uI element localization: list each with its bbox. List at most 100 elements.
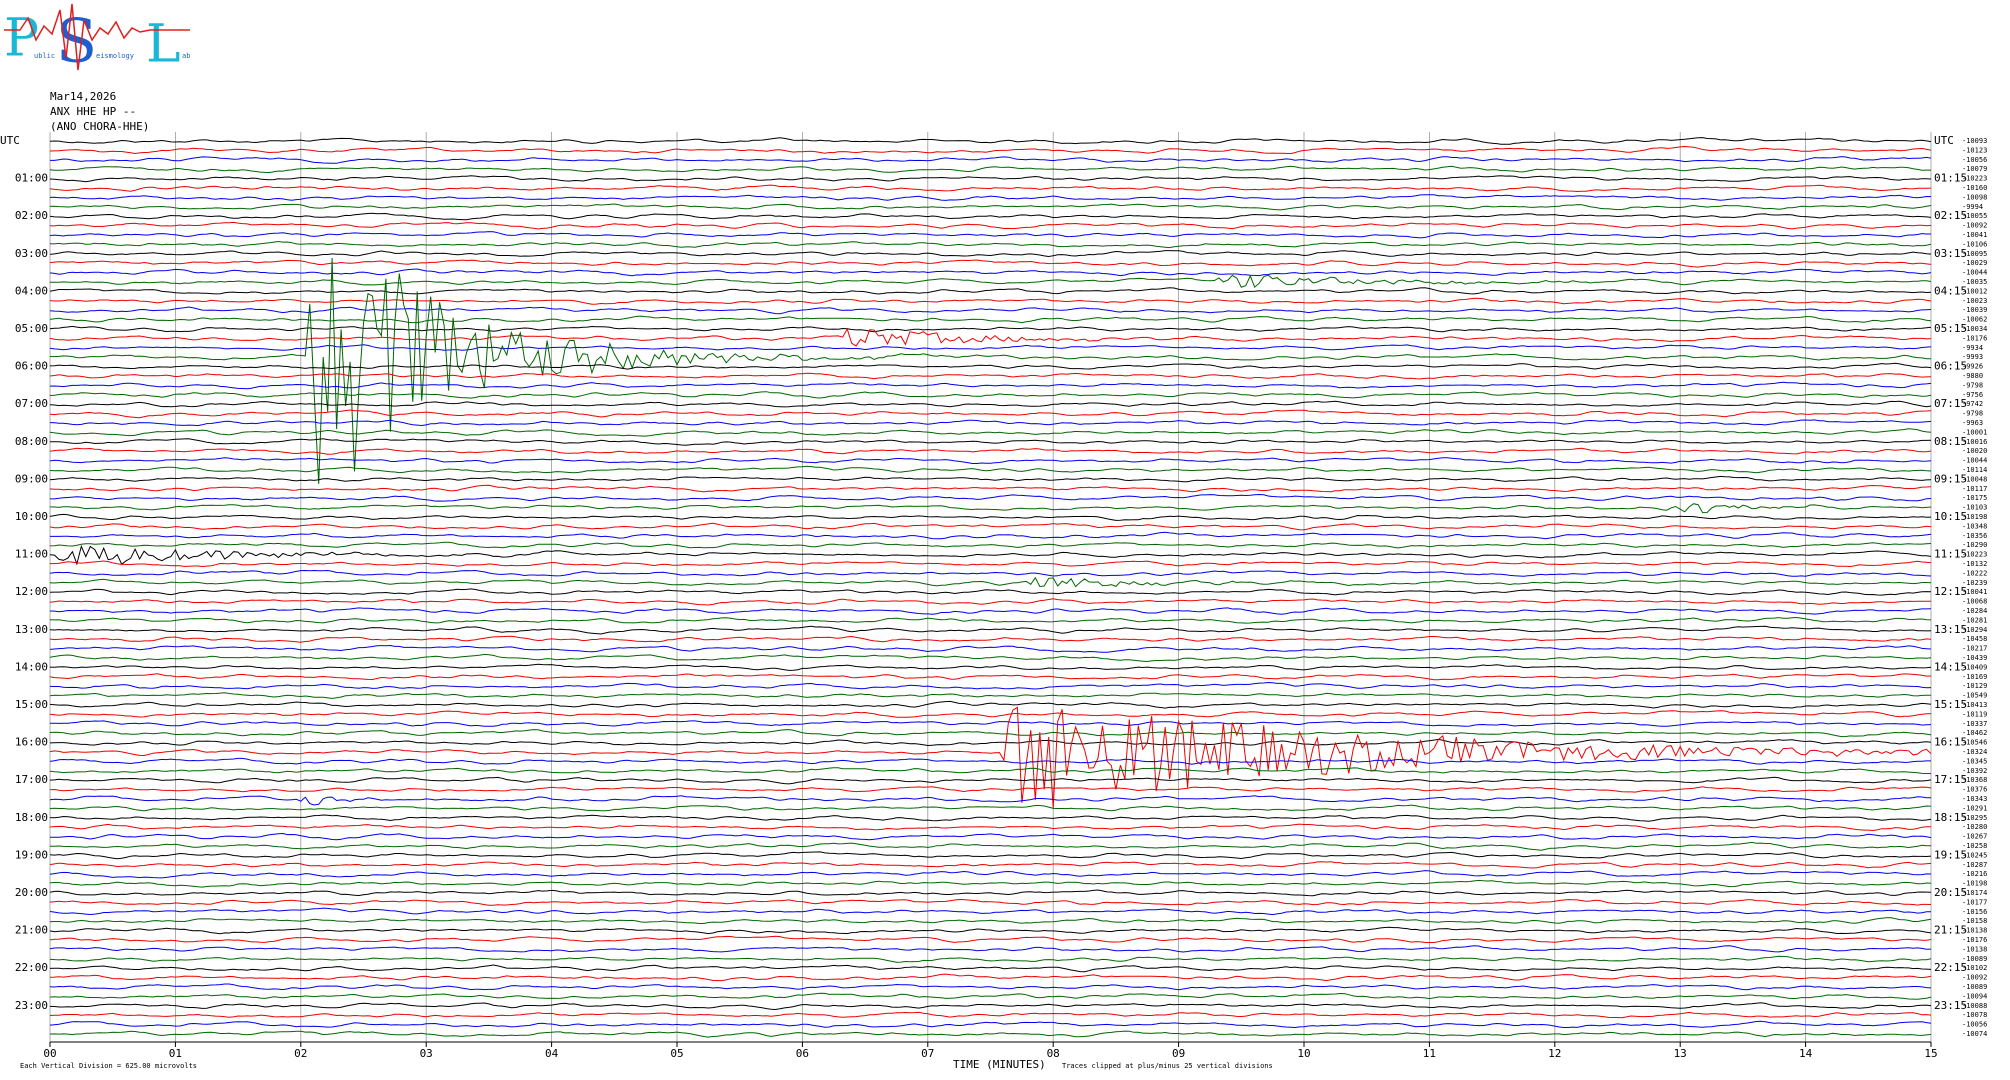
trace bbox=[49, 757, 1931, 765]
trace-offset: -10138 bbox=[1962, 927, 1987, 935]
trace-offset: -10041 bbox=[1962, 231, 1987, 239]
trace-offset: -10295 bbox=[1962, 814, 1987, 822]
trace bbox=[50, 156, 1932, 164]
trace-offset: -9934 bbox=[1962, 344, 1983, 352]
trace bbox=[49, 576, 1932, 588]
right-time-label: 16:15 bbox=[1934, 736, 1967, 749]
trace bbox=[49, 851, 1932, 860]
right-time-label: 04:15 bbox=[1934, 284, 1967, 297]
trace-offset: -10056 bbox=[1962, 1021, 1987, 1029]
left-time-label: 05:00 bbox=[15, 322, 48, 335]
trace-offset: -10284 bbox=[1962, 607, 1987, 615]
trace-offset: -10223 bbox=[1962, 551, 1987, 559]
trace-offset: -10368 bbox=[1962, 776, 1987, 784]
trace-offset: -10343 bbox=[1962, 795, 1987, 803]
right-time-label: 15:15 bbox=[1934, 698, 1967, 711]
trace-offset: -10546 bbox=[1962, 739, 1987, 747]
trace bbox=[49, 964, 1932, 973]
logo-letter: L bbox=[146, 15, 181, 75]
trace-offset: -10095 bbox=[1962, 250, 1987, 258]
trace-offset: -10089 bbox=[1962, 955, 1987, 963]
trace bbox=[49, 221, 1932, 230]
x-tick-label: 02 bbox=[294, 1047, 307, 1060]
trace-offset: -10020 bbox=[1962, 447, 1987, 455]
left-time-label: 21:00 bbox=[15, 924, 48, 937]
trace bbox=[49, 447, 1932, 455]
trace-offset: -10324 bbox=[1962, 748, 1987, 756]
trace bbox=[49, 372, 1932, 380]
trace-offset: -10392 bbox=[1962, 767, 1987, 775]
trace-offset: -10549 bbox=[1962, 692, 1987, 700]
trace-offset: -10055 bbox=[1962, 212, 1987, 220]
trace bbox=[49, 786, 1932, 793]
left-time-label: 23:00 bbox=[15, 999, 48, 1012]
trace bbox=[50, 720, 1932, 727]
trace bbox=[49, 327, 1932, 347]
trace bbox=[49, 870, 1932, 879]
trace bbox=[49, 738, 1932, 747]
trace-offset: -9798 bbox=[1962, 410, 1983, 418]
trace-offset: -10012 bbox=[1962, 287, 1987, 295]
trace bbox=[49, 544, 1932, 566]
trace-offset: -9963 bbox=[1962, 419, 1983, 427]
trace-offset: -10245 bbox=[1962, 851, 1987, 859]
right-time-label: 05:15 bbox=[1934, 322, 1967, 335]
x-tick-label: 06 bbox=[796, 1047, 809, 1060]
right-time-label: 13:15 bbox=[1934, 623, 1967, 636]
left-time-label: 11:00 bbox=[15, 548, 48, 561]
trace bbox=[49, 861, 1932, 869]
trace-offset: -10198 bbox=[1962, 880, 1987, 888]
trace-offset: -10041 bbox=[1962, 588, 1987, 596]
trace-offset: -10258 bbox=[1962, 842, 1987, 850]
trace-offset: -10106 bbox=[1962, 240, 1987, 248]
trace-offset: -10345 bbox=[1962, 757, 1987, 765]
trace-offset: -10174 bbox=[1962, 889, 1987, 897]
trace-offset: -10280 bbox=[1962, 823, 1987, 831]
trace-offset: -10198 bbox=[1962, 513, 1987, 521]
trace bbox=[49, 409, 1932, 419]
trace-offset: -10158 bbox=[1962, 917, 1987, 925]
right-time-label: 17:15 bbox=[1934, 773, 1967, 786]
trace bbox=[49, 194, 1932, 201]
x-tick-label: 14 bbox=[1799, 1047, 1813, 1060]
trace-offset: -10177 bbox=[1962, 898, 1987, 906]
trace-offset: -10138 bbox=[1962, 945, 1987, 953]
trace bbox=[49, 729, 1932, 738]
trace-offset: -10267 bbox=[1962, 833, 1987, 841]
location: (ANO CHORA-HHE) bbox=[50, 120, 149, 133]
left-time-label: 08:00 bbox=[15, 435, 48, 448]
trace-offset: -10074 bbox=[1962, 1030, 1987, 1038]
trace-offset: -10123 bbox=[1962, 146, 1987, 154]
trace-offset: -10119 bbox=[1962, 710, 1987, 718]
trace bbox=[49, 907, 1932, 916]
trace-offset: -10029 bbox=[1962, 259, 1987, 267]
trace bbox=[49, 240, 1932, 249]
trace bbox=[49, 889, 1932, 897]
trace bbox=[49, 983, 1932, 991]
right-time-label: 06:15 bbox=[1934, 360, 1967, 373]
logo: P S L ublic eismology ab bbox=[4, 3, 190, 77]
trace bbox=[49, 653, 1932, 663]
trace bbox=[49, 692, 1931, 699]
right-time-label: 12:15 bbox=[1934, 585, 1967, 598]
trace bbox=[49, 250, 1932, 258]
trace bbox=[49, 325, 1932, 333]
trace bbox=[49, 673, 1932, 681]
x-tick-label: 01 bbox=[169, 1047, 182, 1060]
trace bbox=[49, 945, 1932, 953]
right-time-label: 01:15 bbox=[1934, 172, 1967, 185]
trace-offset: -10291 bbox=[1962, 804, 1987, 812]
trace-offset: -10068 bbox=[1962, 598, 1987, 606]
trace bbox=[49, 165, 1931, 174]
trace bbox=[49, 663, 1932, 671]
logo-letter: S bbox=[56, 7, 97, 77]
trace-offset: -10376 bbox=[1962, 786, 1987, 794]
left-time-label: 13:00 bbox=[15, 623, 48, 636]
trace bbox=[49, 381, 1932, 390]
trace bbox=[49, 522, 1932, 531]
trace-offset: -10114 bbox=[1962, 466, 1987, 474]
trace bbox=[49, 1030, 1932, 1038]
right-time-label: UTC bbox=[1934, 134, 1954, 147]
left-time-label: UTC bbox=[0, 134, 20, 147]
x-tick-label: 10 bbox=[1297, 1047, 1310, 1060]
